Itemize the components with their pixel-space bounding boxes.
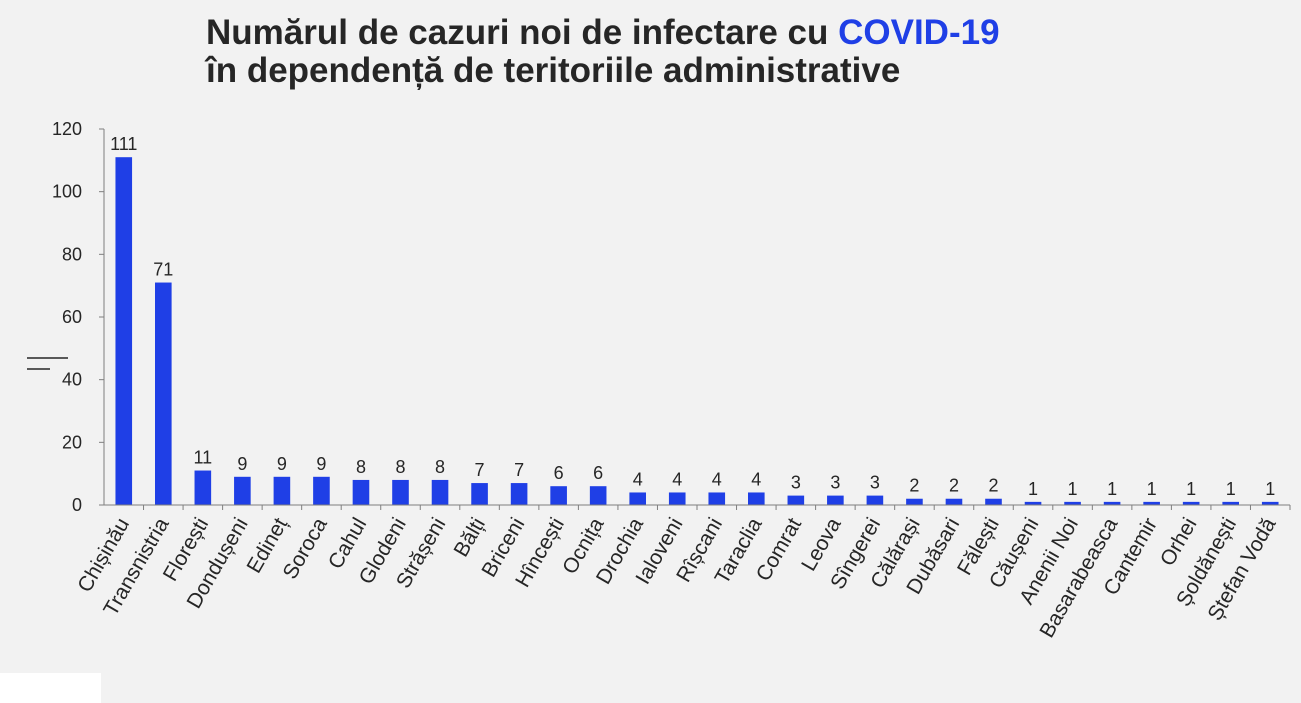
data-label: 9 bbox=[277, 454, 287, 474]
axis-break-mark bbox=[27, 357, 68, 370]
bar bbox=[589, 486, 607, 505]
data-label: 1 bbox=[1265, 479, 1275, 499]
data-label: 3 bbox=[830, 473, 840, 493]
data-label: 4 bbox=[633, 469, 643, 489]
data-label: 8 bbox=[356, 457, 366, 477]
bar bbox=[747, 492, 765, 505]
data-label: 7 bbox=[514, 460, 524, 480]
data-label: 8 bbox=[435, 457, 445, 477]
y-tick-label: 40 bbox=[62, 370, 82, 390]
bar bbox=[1182, 501, 1200, 505]
data-label: 8 bbox=[395, 457, 405, 477]
bar bbox=[1143, 501, 1160, 505]
bar bbox=[234, 476, 251, 505]
bar bbox=[945, 498, 963, 505]
data-label: 111 bbox=[110, 134, 137, 154]
y-tick-label: 20 bbox=[62, 432, 82, 452]
bar bbox=[115, 157, 133, 505]
data-label: 3 bbox=[791, 473, 801, 493]
title-line-2: în dependență de teritoriile administrat… bbox=[206, 51, 901, 90]
data-label: 4 bbox=[751, 469, 761, 489]
bar bbox=[154, 282, 172, 505]
data-label: 6 bbox=[554, 463, 564, 483]
data-label: 71 bbox=[153, 260, 173, 280]
title-accent: COVID-19 bbox=[838, 13, 1000, 52]
data-label: 2 bbox=[909, 476, 919, 496]
bar bbox=[1024, 501, 1042, 505]
bar bbox=[1222, 501, 1240, 505]
bar bbox=[787, 495, 805, 505]
bar bbox=[194, 470, 212, 505]
data-label: 1 bbox=[1068, 479, 1078, 499]
bar bbox=[1261, 501, 1279, 505]
data-label: 1 bbox=[1186, 479, 1196, 499]
data-label: 7 bbox=[475, 460, 485, 480]
bar bbox=[906, 498, 923, 505]
bar bbox=[985, 498, 1002, 505]
data-label: 2 bbox=[988, 476, 998, 496]
x-tick-label: Bălți bbox=[450, 514, 490, 561]
title-prefix: Numărul de cazuri noi de infectare cu bbox=[206, 13, 839, 52]
y-tick-label: 120 bbox=[52, 119, 82, 139]
bar bbox=[866, 495, 884, 505]
data-label: 3 bbox=[870, 473, 880, 493]
data-label: 11 bbox=[193, 448, 212, 468]
data-label: 4 bbox=[712, 469, 722, 489]
bar bbox=[550, 486, 567, 505]
data-label: 1 bbox=[1028, 479, 1038, 499]
bar bbox=[1064, 501, 1081, 505]
bar bbox=[510, 483, 528, 505]
bar bbox=[392, 479, 409, 505]
data-label: 4 bbox=[672, 469, 682, 489]
y-tick-label: 60 bbox=[62, 307, 82, 327]
bar bbox=[708, 492, 726, 505]
data-label: 1 bbox=[1226, 479, 1236, 499]
data-label: 9 bbox=[237, 454, 247, 474]
bar bbox=[1103, 501, 1121, 505]
x-axis: ChișinăuTransnistriaFloreștiDondușeniEdi… bbox=[73, 504, 1291, 642]
corner-patch bbox=[0, 673, 101, 703]
data-label: 2 bbox=[949, 476, 959, 496]
bar bbox=[352, 479, 370, 505]
y-tick-label: 0 bbox=[72, 495, 82, 515]
data-label: 1 bbox=[1147, 479, 1157, 499]
bar bbox=[629, 492, 647, 505]
title-line-1: Numărul de cazuri noi de infectare cu CO… bbox=[206, 14, 1000, 52]
data-label: 9 bbox=[316, 454, 326, 474]
data-label: 6 bbox=[593, 463, 603, 483]
bar bbox=[273, 476, 291, 505]
data-label: 1 bbox=[1107, 479, 1117, 499]
y-axis: 0 20 40 60 80 100 120 bbox=[52, 119, 105, 515]
y-tick-label: 80 bbox=[62, 244, 82, 264]
bar bbox=[827, 495, 844, 505]
bar bbox=[313, 476, 330, 505]
bar bbox=[471, 483, 488, 505]
y-tick-label: 100 bbox=[52, 182, 82, 202]
bar bbox=[431, 479, 449, 505]
chart-title: Numărul de cazuri noi de infectare cu CO… bbox=[206, 14, 1000, 90]
bar bbox=[668, 492, 686, 505]
